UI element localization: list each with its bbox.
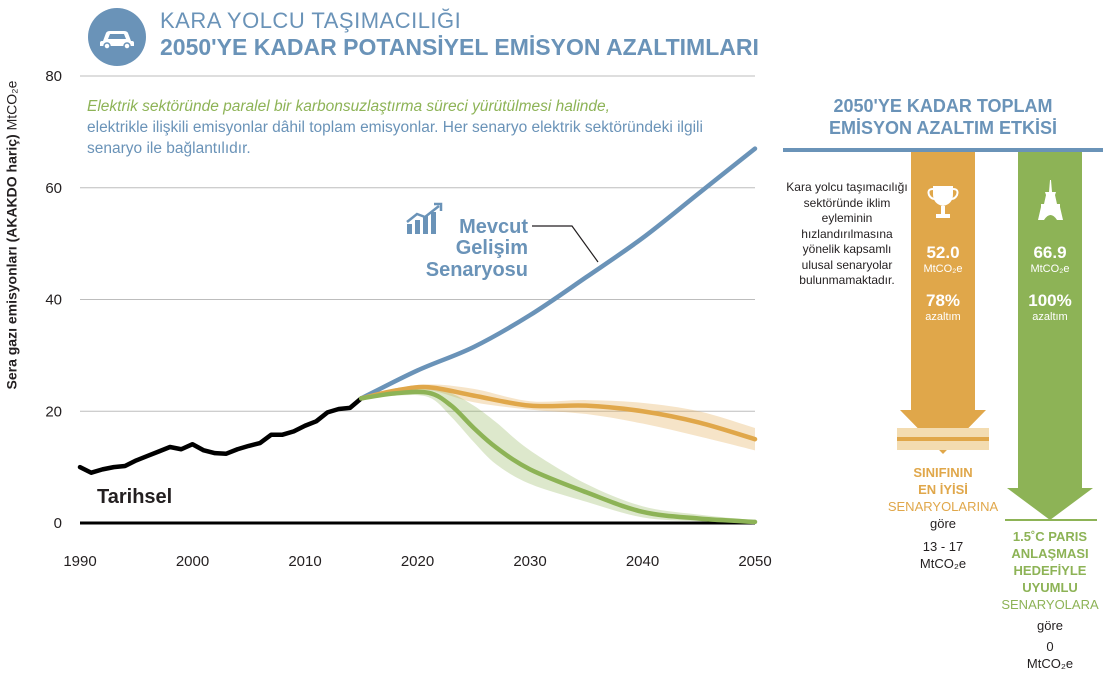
best-arrow <box>900 152 986 454</box>
best-caption-bold1: SINIFININ <box>913 465 973 480</box>
car-icon <box>100 31 134 50</box>
series-3-line <box>359 389 758 525</box>
best-caption-range: 13 - 17 <box>922 539 964 554</box>
side-title-line2: EMİSYON AZALTIM ETKİSİ <box>829 118 1057 138</box>
best-arrow-values: 52.0 MtCO₂e 78% azaltım <box>911 243 975 323</box>
side-panel-title: 2050'YE KADAR TOPLAM EMİSYON AZALTIM ETK… <box>783 95 1103 139</box>
y-tick-label-60: 60 <box>45 180 62 197</box>
y-tick-label-40: 40 <box>45 292 62 309</box>
chart-note: Elektrik sektöründe paralel bir karbonsu… <box>87 96 727 159</box>
bar-chart-trend-icon <box>406 202 443 234</box>
best-percent: 78% <box>925 291 961 310</box>
paris-caption-gore: göre <box>1036 618 1064 633</box>
paris-unit: MtCO₂e <box>1030 263 1070 275</box>
best-caption-bold2: EN İYİSİ <box>918 482 968 497</box>
best-unit: MtCO₂e <box>923 263 963 275</box>
paris-caption-value: 0 <box>1046 639 1054 654</box>
paris-caption-bold2: ANLAŞMASI <box>1011 546 1089 561</box>
best-caption: SINIFININ EN İYİSİ SENARYOLARINA göre 13… <box>876 464 1010 572</box>
gridlines <box>80 75 755 525</box>
x-tick-label-2010: 2010 <box>288 553 321 570</box>
y-tick-label-0: 0 <box>54 515 62 532</box>
note-line-green: Elektrik sektöründe paralel bir karbonsu… <box>87 98 610 115</box>
car-icon-badge <box>88 8 146 66</box>
bau-label-line1: Mevcut <box>459 216 528 238</box>
x-tick-label-1990: 1990 <box>63 553 96 570</box>
paris-caption-bold4: UYUMLU <box>1022 580 1078 595</box>
paris-caption-light: SENARYOLARA <box>1001 597 1099 612</box>
paris-percent: 100% <box>1028 291 1072 310</box>
trophy-icon <box>927 186 959 218</box>
paris-percent-label: azaltım <box>1032 311 1068 323</box>
y-tick-label-80: 80 <box>45 68 62 85</box>
header-title-main: 2050'YE KADAR POTANSİYEL EMİSYON AZALTIM… <box>160 34 759 60</box>
y-tick-label-20: 20 <box>45 403 62 420</box>
x-tick-label-2020: 2020 <box>401 553 434 570</box>
series-lines <box>77 146 758 525</box>
x-tick-label-2000: 2000 <box>176 553 209 570</box>
best-caption-light: SENARYOLARINA <box>887 499 999 514</box>
paris-caption-unit: MtCO₂e <box>1026 656 1074 671</box>
eiffel-tower-icon <box>1038 180 1063 220</box>
paris-arrow-values: 66.9 MtCO₂e 100% azaltım <box>1018 243 1082 323</box>
bau-label-line3: Senaryosu <box>426 259 528 281</box>
best-percent-label: azaltım <box>925 311 961 323</box>
side-note: Kara yolcu taşımacılığı sektöründe iklim… <box>786 180 908 287</box>
x-tick-label-2030: 2030 <box>513 553 546 570</box>
paris-arrow <box>1007 152 1093 520</box>
side-title-line1: 2050'YE KADAR TOPLAM <box>833 96 1053 116</box>
best-value: 52.0 <box>926 243 960 262</box>
best-caption-unit: MtCO₂e <box>919 556 967 571</box>
bau-leader-line <box>532 225 599 263</box>
series-2-line <box>359 384 758 442</box>
bau-label-line2: Gelişim <box>456 237 528 259</box>
paris-caption-bold1: 1.5˚C PARIS <box>1012 529 1088 544</box>
historic-label: Tarihsel <box>97 486 172 508</box>
side-title-rule <box>783 148 1103 152</box>
note-line-blue: elektrikle ilişkili emisyonlar dâhil top… <box>87 119 703 157</box>
bau-annotation: Mevcut Gelişim Senaryosu <box>406 202 599 281</box>
paris-value: 66.9 <box>1033 243 1067 262</box>
header-title-sector: KARA YOLCU TAŞIMACILIĞI <box>160 8 462 33</box>
series-1-line <box>359 146 758 401</box>
series-0-line <box>77 396 364 475</box>
series-3-band <box>361 388 755 523</box>
best-target-line <box>897 437 989 441</box>
x-tick-label-2050: 2050 <box>738 553 771 570</box>
paris-caption: 1.5˚C PARIS ANLAŞMASI HEDEFİYLE UYUMLU S… <box>990 528 1110 672</box>
x-tick-label-2040: 2040 <box>626 553 659 570</box>
best-caption-gore: göre <box>929 516 957 531</box>
paris-caption-bold3: HEDEFİYLE <box>1013 563 1087 578</box>
